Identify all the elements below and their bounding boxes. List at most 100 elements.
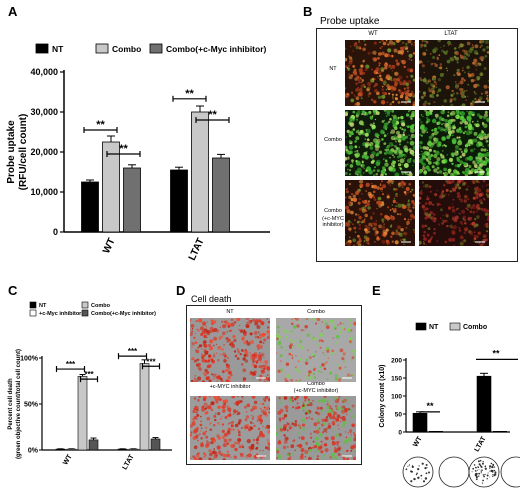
cell-dot [221, 409, 226, 413]
cell-dot [381, 193, 385, 196]
cell-dot [203, 402, 208, 407]
cell-dot [385, 146, 389, 149]
cell-dot [391, 182, 394, 185]
cell-dot [482, 234, 487, 239]
cell-dot [315, 436, 319, 441]
significance-label: ** [492, 348, 500, 358]
cell-dot [387, 148, 390, 151]
cell-dot [463, 120, 465, 122]
cell-dot [467, 83, 470, 86]
cell-dot [438, 67, 441, 69]
cell-dot [314, 322, 318, 325]
cell-dot [410, 74, 414, 78]
x-tick-label: LTAT [187, 237, 207, 263]
cell-dot [205, 430, 207, 433]
cell-dot [451, 173, 455, 176]
cell-dot [392, 66, 396, 70]
cell-dot [196, 418, 198, 420]
cell-dot [200, 420, 202, 423]
cell-dot [241, 443, 243, 446]
cell-dot [267, 441, 270, 445]
cell-dot [352, 65, 356, 68]
cell-dot [364, 67, 368, 72]
cell-dot [196, 413, 200, 417]
panel-b-frame [316, 28, 518, 262]
cell-dot [326, 432, 328, 434]
cell-dot [473, 79, 476, 82]
cell-dot [391, 96, 394, 98]
cell-dot [264, 426, 268, 429]
cell-dot [456, 158, 461, 162]
cell-dot [297, 370, 301, 374]
colony-dot [480, 472, 482, 474]
cell-dot [307, 398, 310, 401]
cell-dot [318, 427, 321, 430]
cell-dot [364, 213, 368, 218]
cell-dot [452, 126, 456, 130]
cell-dot [353, 437, 356, 442]
cell-dot [400, 228, 404, 232]
cell-dot [296, 324, 300, 328]
cell-dot [264, 360, 269, 364]
cell-dot [453, 74, 456, 77]
cell-dot [228, 438, 232, 442]
cell-dot [477, 166, 481, 171]
cell-dot [470, 148, 474, 153]
cell-dot [294, 449, 296, 451]
cell-dot [362, 60, 365, 63]
cell-dot [312, 440, 315, 443]
cell-dot [473, 204, 476, 207]
cell-dot [463, 162, 467, 166]
cell-dot [464, 95, 467, 98]
cell-dot [470, 78, 475, 83]
cell-dot [358, 40, 360, 42]
cell-dot [253, 373, 256, 376]
cell-dot [411, 151, 415, 155]
cell-dot [262, 425, 264, 428]
cell-dot [421, 155, 426, 160]
cell-dot [392, 136, 395, 139]
cell-dot [323, 396, 327, 399]
cell-dot [441, 123, 443, 126]
cell-dot [360, 64, 364, 68]
cell-dot [330, 351, 334, 355]
colony-dot [409, 464, 410, 466]
cell-dot [349, 173, 351, 176]
cell-dot [210, 408, 214, 412]
cell-dot [230, 318, 234, 322]
cell-dot [321, 409, 324, 412]
cell-dot [227, 357, 229, 359]
cell-dot [202, 372, 205, 374]
cell-dot [389, 225, 393, 228]
cell-dot [448, 194, 450, 196]
cell-dot [384, 126, 387, 128]
cell-dot [262, 342, 265, 344]
cell-dot [438, 54, 441, 57]
cell-dot [409, 157, 412, 160]
cell-dot [466, 90, 468, 92]
cell-dot [222, 399, 226, 403]
cell-dot [368, 110, 372, 114]
cell-dot [222, 324, 227, 329]
bar [150, 438, 161, 451]
micrograph-d-nt [190, 318, 270, 382]
cell-dot [464, 125, 468, 129]
cell-dot [204, 354, 206, 357]
cell-dot [463, 148, 468, 153]
cell-dot [191, 327, 194, 330]
cell-dot [229, 422, 231, 424]
cell-dot [334, 412, 338, 415]
cell-dot [465, 157, 469, 161]
cell-dot [433, 149, 436, 153]
cell-dot [382, 41, 387, 46]
cell-dot [312, 400, 314, 402]
cell-dot [278, 439, 281, 442]
significance-label: ** [96, 119, 105, 131]
cell-dot [334, 328, 337, 330]
cell-dot [291, 422, 294, 425]
cell-dot [450, 93, 454, 97]
cell-dot [222, 458, 226, 460]
cell-dot [302, 402, 305, 404]
cell-dot [392, 208, 394, 210]
cell-dot [461, 44, 465, 47]
